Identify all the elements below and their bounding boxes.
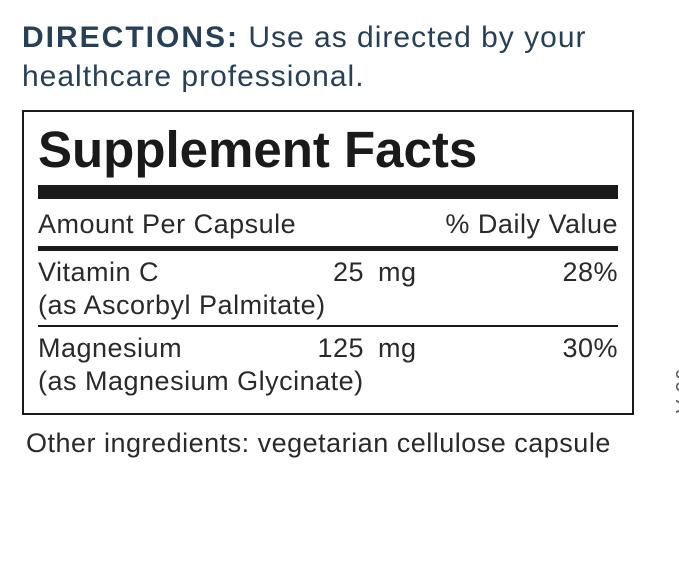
other-ingredients: Other ingredients: vegetarian cellulose … xyxy=(22,415,632,461)
nutrient-amount: 125 xyxy=(308,333,378,364)
facts-title: Supplement Facts xyxy=(38,120,618,185)
version-code: V-06 xyxy=(673,368,679,413)
nutrient-dv: 30% xyxy=(438,333,618,364)
thick-rule xyxy=(38,185,618,199)
nutrient-name: Vitamin C xyxy=(38,257,308,288)
directions-label: DIRECTIONS: xyxy=(22,21,239,54)
nutrient-dv: 28% xyxy=(438,257,618,288)
supplement-facts-panel: Supplement Facts Amount Per Capsule % Da… xyxy=(22,110,634,415)
header-amount-per: Amount Per Capsule xyxy=(38,209,445,240)
nutrient-unit: mg xyxy=(378,257,438,288)
nutrient-unit: mg xyxy=(378,333,438,364)
facts-header-row: Amount Per Capsule % Daily Value xyxy=(38,205,618,246)
directions-text: DIRECTIONS: Use as directed by your heal… xyxy=(22,18,651,96)
nutrient-sub: (as Magnesium Glycinate) xyxy=(38,364,618,397)
nutrient-name: Magnesium xyxy=(38,333,308,364)
nutrient-amount: 25 xyxy=(308,257,378,288)
header-daily-value: % Daily Value xyxy=(445,209,618,240)
nutrient-sub: (as Ascorbyl Palmitate) xyxy=(38,288,618,321)
nutrient-row: Magnesium 125 mg 30% (as Magnesium Glyci… xyxy=(38,327,618,401)
nutrient-row: Vitamin C 25 mg 28% (as Ascorbyl Palmita… xyxy=(38,251,618,325)
